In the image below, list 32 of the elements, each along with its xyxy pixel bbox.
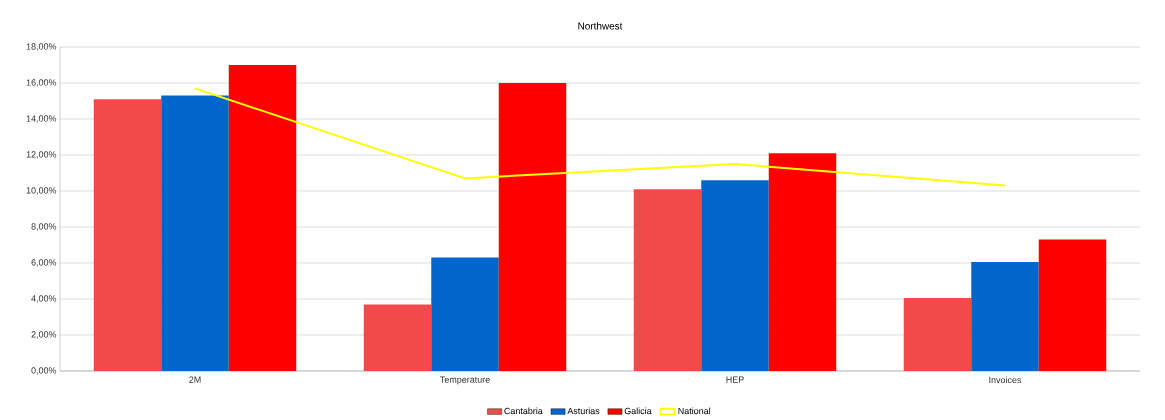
y-tick-label: 0,00% xyxy=(31,367,57,375)
y-tick-label: 4,00% xyxy=(31,295,57,303)
bar xyxy=(971,262,1039,372)
x-tick-label: Invoices xyxy=(989,376,1022,384)
y-tick-label: 10,00% xyxy=(26,187,57,195)
bar xyxy=(1038,239,1107,372)
legend-label: Cantabria xyxy=(504,407,543,415)
bar xyxy=(768,153,837,372)
y-tick-label: 8,00% xyxy=(31,223,57,231)
legend-label: Asturias xyxy=(567,407,600,415)
legend-label: National xyxy=(678,407,711,415)
bar xyxy=(363,304,432,372)
bar xyxy=(701,180,769,372)
line-series xyxy=(194,87,1006,187)
y-tick-label: 14,00% xyxy=(26,115,57,123)
legend-label: Galicia xyxy=(624,407,652,415)
y-tick-label: 18,00% xyxy=(26,43,57,51)
y-tick-label: 12,00% xyxy=(26,151,57,159)
y-tick-label: 2,00% xyxy=(31,331,57,339)
x-tick-label: Temperature xyxy=(440,376,490,385)
bar xyxy=(93,99,162,372)
bar xyxy=(161,95,229,372)
bar xyxy=(903,298,972,372)
x-tick-label: 2M xyxy=(189,376,201,383)
y-tick-label: 16,00% xyxy=(26,79,57,87)
bar xyxy=(633,189,702,372)
bar xyxy=(228,65,297,372)
y-tick-label: 6,00% xyxy=(31,259,57,267)
x-tick-label: HEP xyxy=(726,376,744,383)
chart-title: Northwest xyxy=(578,22,623,30)
bar xyxy=(431,257,499,372)
bar xyxy=(498,83,567,372)
